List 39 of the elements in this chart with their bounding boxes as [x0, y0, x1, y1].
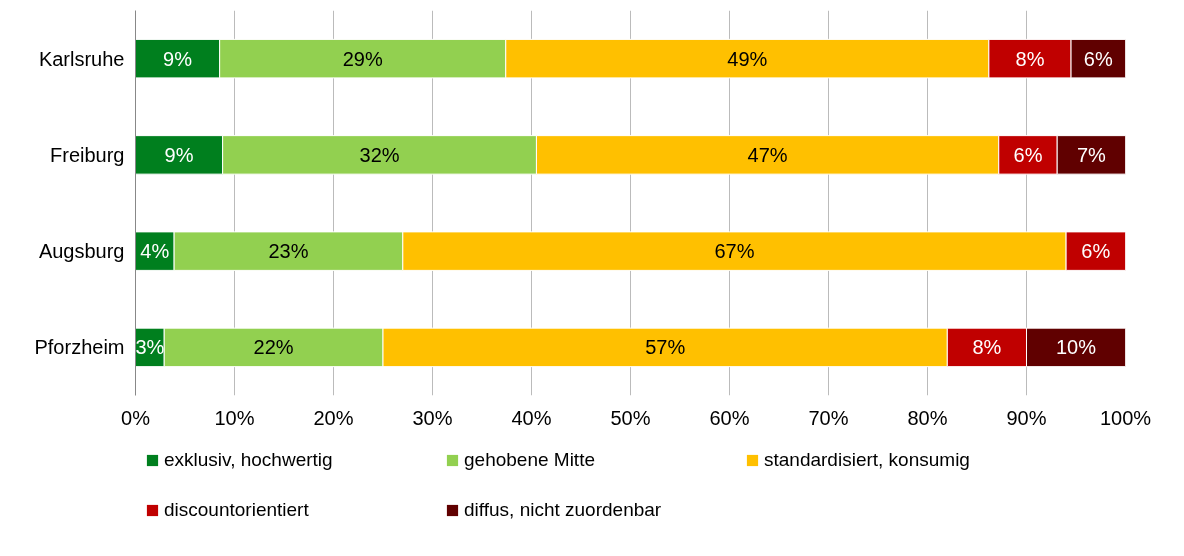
x-tick-label: 90% — [1006, 406, 1047, 429]
x-tick-label: 40% — [511, 406, 552, 429]
legend-label: discountorientiert — [164, 499, 309, 521]
data-label: 3% — [135, 336, 165, 359]
legend-label: standardisiert, konsumig — [764, 449, 970, 471]
x-tick-label: 70% — [808, 406, 849, 429]
x-tick-label: 0% — [121, 406, 151, 429]
legend-label: exklusiv, hochwertig — [164, 449, 333, 471]
y-tick-label: Pforzheim — [34, 336, 125, 359]
data-label: 49% — [727, 47, 768, 70]
data-label: 29% — [342, 47, 383, 70]
x-tick-label: 10% — [214, 406, 255, 429]
x-tick-label: 20% — [313, 406, 354, 429]
data-label: 8% — [972, 336, 1002, 359]
data-label: 10% — [1055, 336, 1097, 359]
x-tick-label: 100% — [1099, 406, 1152, 429]
data-label: 6% — [1013, 143, 1043, 166]
data-label: 23% — [268, 240, 309, 263]
x-tick-label: 60% — [709, 406, 750, 429]
y-tick-label: Augsburg — [38, 240, 125, 263]
x-tick-label: 80% — [907, 406, 948, 429]
data-label: 9% — [164, 143, 194, 166]
data-label: 9% — [163, 47, 193, 70]
data-label: 6% — [1083, 47, 1113, 70]
x-tick-label: 30% — [412, 406, 453, 429]
data-label: 6% — [1081, 240, 1111, 263]
y-tick-label: Karlsruhe — [38, 47, 125, 70]
y-tick-label: Freiburg — [50, 143, 125, 166]
data-label: 22% — [253, 336, 294, 359]
data-label: 67% — [714, 240, 755, 263]
data-label: 47% — [747, 143, 788, 166]
data-label: 7% — [1076, 143, 1107, 166]
data-label: 4% — [140, 240, 170, 263]
legend-label: gehobene Mitte — [464, 449, 595, 471]
legend-label: diffus, nicht zuordenbar — [464, 499, 662, 521]
data-label: 57% — [645, 336, 686, 359]
x-tick-label: 50% — [610, 406, 651, 429]
data-label: 8% — [1015, 47, 1045, 70]
data-label: 32% — [359, 143, 400, 166]
